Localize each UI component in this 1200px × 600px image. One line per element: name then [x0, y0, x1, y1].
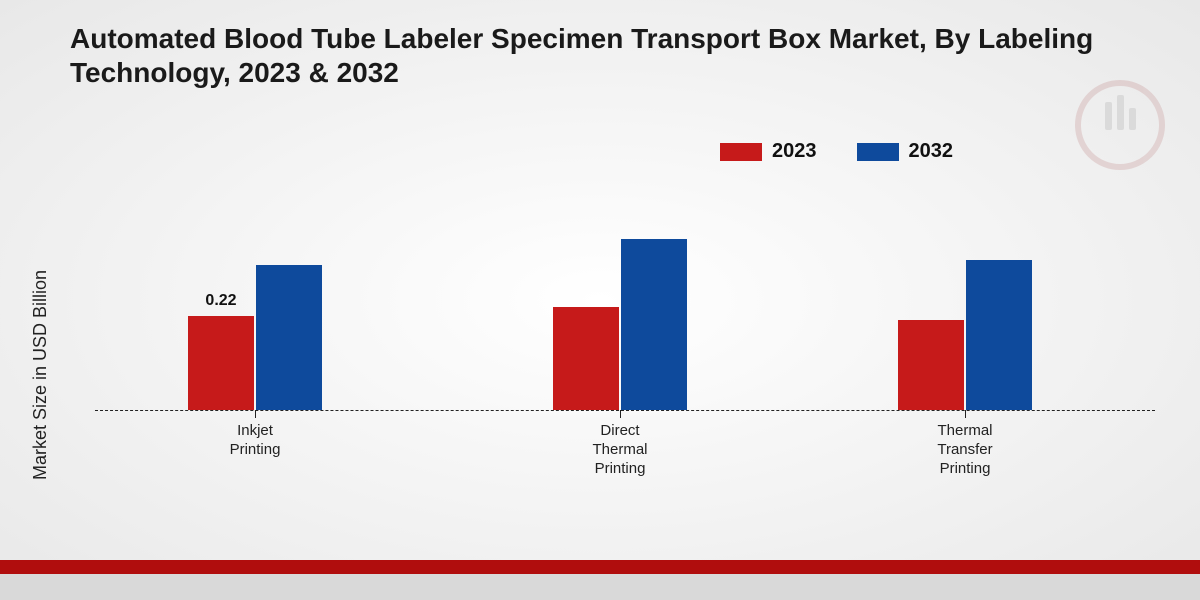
bar-2023-g2: [898, 320, 964, 410]
bar-2023-g1: [553, 307, 619, 410]
footer-grey-bar: [0, 574, 1200, 600]
bar-2023-g0: [188, 316, 254, 410]
legend-label-2032: 2032: [909, 140, 954, 163]
bar-value-label: 0.22: [191, 292, 251, 310]
legend-swatch-2023: [720, 143, 762, 161]
legend-swatch-2032: [857, 143, 899, 161]
category-label: Inkjet Printing: [200, 422, 310, 460]
axis-tick: [620, 410, 621, 418]
category-label: Direct Thermal Printing: [565, 422, 675, 478]
footer-red-bar: [0, 560, 1200, 574]
legend: 2023 2032: [720, 140, 953, 163]
bar-2032-g2: [966, 260, 1032, 410]
legend-item-2023: 2023: [720, 140, 817, 163]
plot-area: Inkjet PrintingDirect Thermal PrintingTh…: [95, 175, 1155, 410]
chart-title: Automated Blood Tube Labeler Specimen Tr…: [70, 22, 1110, 89]
chart-canvas: Automated Blood Tube Labeler Specimen Tr…: [0, 0, 1200, 600]
bar-2032-g0: [256, 265, 322, 410]
axis-tick: [255, 410, 256, 418]
category-label: Thermal Transfer Printing: [910, 422, 1020, 478]
axis-tick: [965, 410, 966, 418]
y-axis-label: Market Size in USD Billion: [30, 270, 51, 480]
bar-2032-g1: [621, 239, 687, 410]
legend-label-2023: 2023: [772, 140, 817, 163]
legend-item-2032: 2032: [857, 140, 954, 163]
